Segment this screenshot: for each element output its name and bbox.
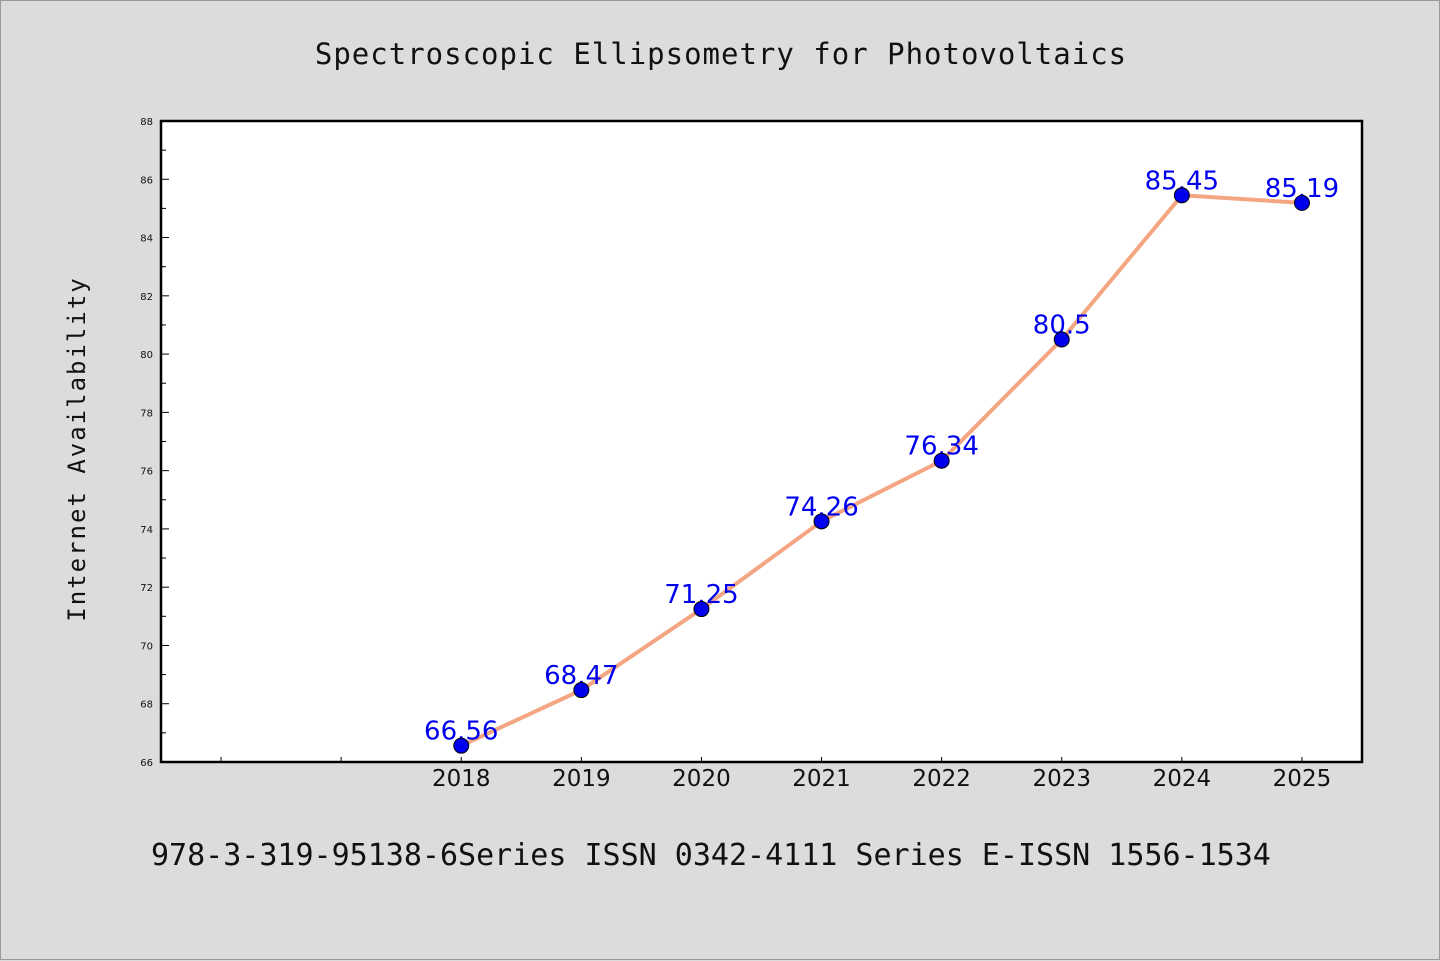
x-tick-label: 2018	[432, 766, 491, 792]
data-point	[1173, 187, 1190, 204]
x-tick-label: 2023	[1032, 766, 1091, 792]
x-tick-label: 2021	[792, 766, 851, 792]
data-point	[1293, 194, 1310, 211]
x-tick-label: 2025	[1273, 766, 1332, 792]
data-point	[933, 452, 950, 469]
y-axis-label: Internet Availability	[63, 276, 91, 621]
y-tick-label: 78	[140, 408, 153, 419]
plot-area	[159, 119, 1364, 764]
y-tick-label: 88	[140, 117, 153, 128]
y-tick-label: 72	[140, 583, 153, 594]
y-axis: 66 68 70 72 74 76 78 80 82 84 86 88	[140, 117, 169, 769]
y-tick-label: 68	[140, 700, 153, 711]
y-tick-label: 86	[140, 175, 153, 186]
x-tick-label: 2024	[1153, 766, 1212, 792]
data-point	[453, 737, 470, 754]
data-point	[573, 682, 590, 699]
footer-isbn-text: 978-3-319-95138-6Series ISSN 0342-4111 S…	[151, 838, 1271, 873]
y-tick-label: 70	[140, 641, 153, 652]
x-tick-label: 2020	[672, 766, 731, 792]
y-tick-label: 76	[140, 467, 153, 478]
series-line	[459, 193, 1304, 748]
y-tick-label: 84	[140, 234, 153, 245]
y-tick-label: 82	[140, 292, 153, 303]
data-point	[693, 601, 710, 618]
x-axis: 2018 2019 2020 2021 2022 2023 2024 2025	[220, 757, 1332, 792]
data-point	[813, 513, 830, 530]
chart-title: Spectroscopic Ellipsometry for Photovolt…	[315, 37, 1127, 71]
data-point	[1053, 331, 1070, 348]
y-tick-label: 74	[140, 525, 153, 536]
y-tick-label: 80	[140, 350, 153, 361]
y-tick-label: 66	[140, 758, 153, 769]
x-tick-label: 2019	[552, 766, 611, 792]
x-tick-label: 2022	[912, 766, 971, 792]
